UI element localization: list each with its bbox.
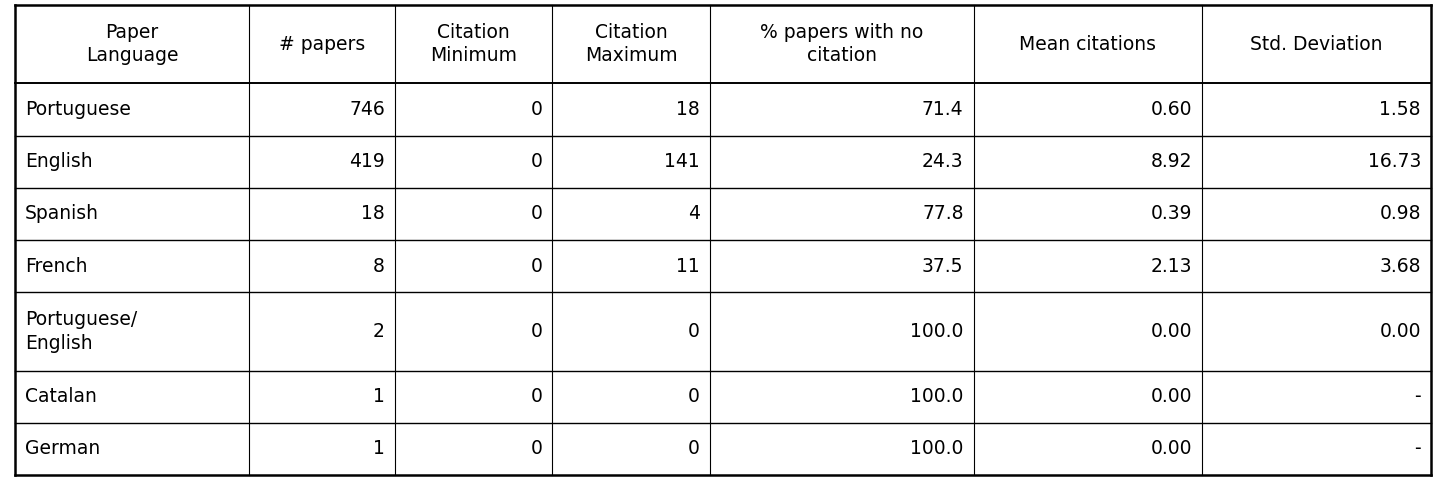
Text: English: English — [25, 152, 93, 171]
Text: 0: 0 — [688, 439, 700, 458]
Text: -: - — [1414, 387, 1421, 406]
Text: 419: 419 — [348, 152, 385, 171]
Text: 37.5: 37.5 — [923, 257, 963, 276]
Text: 100.0: 100.0 — [910, 387, 963, 406]
Text: 2.13: 2.13 — [1151, 257, 1193, 276]
Text: Spanish: Spanish — [25, 204, 98, 223]
Text: 0: 0 — [531, 152, 542, 171]
Text: 100.0: 100.0 — [910, 322, 963, 341]
Text: 1.58: 1.58 — [1379, 100, 1421, 119]
Text: 0.00: 0.00 — [1151, 322, 1193, 341]
Text: 11: 11 — [675, 257, 700, 276]
Text: 141: 141 — [664, 152, 700, 171]
Text: 0: 0 — [531, 439, 542, 458]
Text: 100.0: 100.0 — [910, 439, 963, 458]
Text: Catalan: Catalan — [25, 387, 97, 406]
Text: % papers with no
citation: % papers with no citation — [761, 23, 923, 65]
Text: 0: 0 — [531, 257, 542, 276]
Text: 1: 1 — [373, 387, 385, 406]
Text: 0.00: 0.00 — [1151, 439, 1193, 458]
Text: 0: 0 — [688, 387, 700, 406]
Text: 18: 18 — [362, 204, 385, 223]
Text: 71.4: 71.4 — [923, 100, 963, 119]
Text: -: - — [1414, 439, 1421, 458]
Text: Portuguese/
English: Portuguese/ English — [25, 310, 137, 353]
Text: 8: 8 — [373, 257, 385, 276]
Text: 16.73: 16.73 — [1368, 152, 1421, 171]
Text: 0: 0 — [688, 322, 700, 341]
Text: French: French — [25, 257, 88, 276]
Text: 24.3: 24.3 — [923, 152, 963, 171]
Text: German: German — [25, 439, 100, 458]
Text: Mean citations: Mean citations — [1019, 35, 1157, 54]
Text: 0: 0 — [531, 322, 542, 341]
Text: Citation
Maximum: Citation Maximum — [584, 23, 677, 65]
Text: 0: 0 — [531, 204, 542, 223]
Text: # papers: # papers — [279, 35, 364, 54]
Text: Paper
Language: Paper Language — [85, 23, 178, 65]
Text: 0.98: 0.98 — [1379, 204, 1421, 223]
Text: 2: 2 — [373, 322, 385, 341]
Text: 0.00: 0.00 — [1379, 322, 1421, 341]
Text: 3.68: 3.68 — [1379, 257, 1421, 276]
Text: 0.39: 0.39 — [1151, 204, 1193, 223]
Text: 77.8: 77.8 — [923, 204, 963, 223]
Text: 8.92: 8.92 — [1151, 152, 1193, 171]
Text: Std. Deviation: Std. Deviation — [1251, 35, 1382, 54]
Text: Portuguese: Portuguese — [25, 100, 132, 119]
Text: 0: 0 — [531, 100, 542, 119]
Text: 0.60: 0.60 — [1151, 100, 1193, 119]
Text: Citation
Minimum: Citation Minimum — [429, 23, 518, 65]
Text: 1: 1 — [373, 439, 385, 458]
Text: 0: 0 — [531, 387, 542, 406]
Text: 4: 4 — [688, 204, 700, 223]
Text: 18: 18 — [675, 100, 700, 119]
Text: 746: 746 — [348, 100, 385, 119]
Text: 0.00: 0.00 — [1151, 387, 1193, 406]
